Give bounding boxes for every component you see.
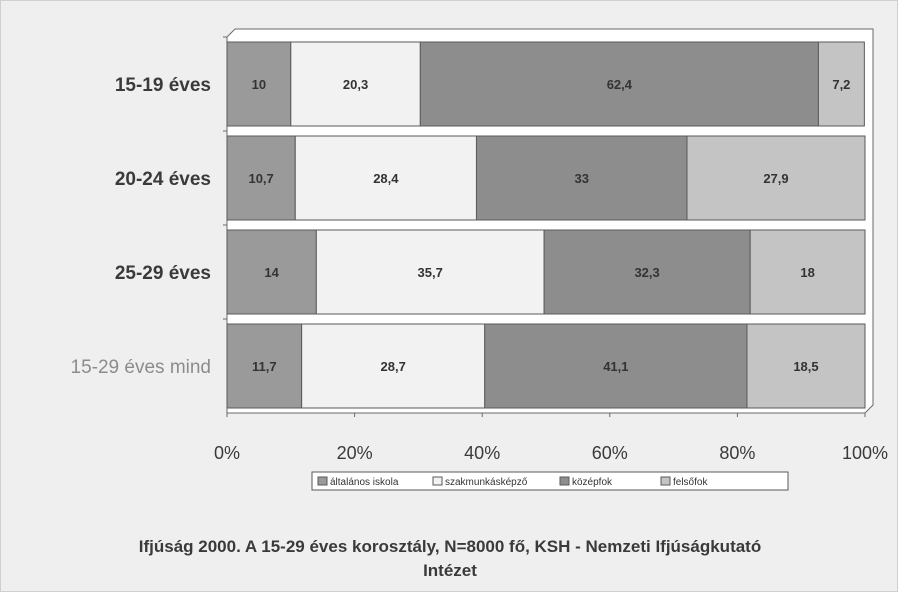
data-label: 32,3 bbox=[634, 265, 659, 280]
data-label: 27,9 bbox=[763, 171, 788, 186]
legend-label: általános iskola bbox=[330, 477, 399, 488]
category-label: 25-29 éves bbox=[115, 263, 211, 284]
data-label: 28,7 bbox=[381, 359, 406, 374]
legend-swatch bbox=[432, 476, 443, 486]
x-tick-label: 20% bbox=[337, 443, 373, 463]
data-label: 10,7 bbox=[248, 171, 273, 186]
data-label: 35,7 bbox=[418, 265, 443, 280]
data-label: 11,7 bbox=[252, 359, 277, 374]
data-label: 10 bbox=[252, 77, 266, 92]
legend-label: középfok bbox=[572, 477, 613, 488]
data-label: 28,4 bbox=[373, 171, 399, 186]
data-label: 20,3 bbox=[343, 77, 368, 92]
bar-segment bbox=[294, 135, 477, 221]
bar-segment bbox=[226, 229, 317, 315]
x-tick-label: 0% bbox=[214, 443, 240, 463]
legend-swatch bbox=[660, 476, 671, 486]
data-label: 7,2 bbox=[832, 77, 850, 92]
data-label: 18,5 bbox=[793, 359, 818, 374]
bar-segment bbox=[749, 229, 866, 315]
legend-label: szakmunkásképző bbox=[445, 477, 528, 488]
bar-segment bbox=[484, 323, 748, 409]
bar-segment bbox=[315, 229, 545, 315]
bar-segment bbox=[686, 135, 866, 221]
x-tick-label: 60% bbox=[592, 443, 628, 463]
category-label: 15-19 éves bbox=[115, 75, 211, 96]
category-label: 20-24 éves bbox=[115, 169, 211, 190]
bar-segment bbox=[475, 135, 688, 221]
caption-line-2: Intézet bbox=[423, 561, 477, 580]
bar-segment bbox=[419, 41, 819, 127]
bar-segment bbox=[226, 41, 292, 127]
x-tick-label: 100% bbox=[842, 443, 888, 463]
data-label: 41,1 bbox=[603, 359, 628, 374]
category-label: 15-29 éves mind bbox=[71, 357, 211, 378]
bar-segment bbox=[543, 229, 751, 315]
data-label: 18 bbox=[800, 265, 814, 280]
x-tick-label: 40% bbox=[464, 443, 500, 463]
x-tick-label: 80% bbox=[719, 443, 755, 463]
bar-segment bbox=[226, 135, 296, 221]
bar-segment bbox=[301, 323, 486, 409]
legend-swatch bbox=[559, 476, 570, 486]
legend-swatch bbox=[317, 476, 328, 486]
bar-segment bbox=[746, 323, 866, 409]
bar-segment bbox=[817, 41, 865, 127]
data-label: 62,4 bbox=[607, 77, 633, 92]
data-label: 33 bbox=[574, 171, 588, 186]
caption-line-1: Ifjúság 2000. A 15-29 éves korosztály, N… bbox=[138, 537, 762, 556]
data-label: 14 bbox=[264, 265, 279, 280]
chart-caption: Ifjúság 2000. A 15-29 éves korosztály, N… bbox=[1, 535, 898, 583]
legend-label: felsőfok bbox=[673, 477, 708, 488]
